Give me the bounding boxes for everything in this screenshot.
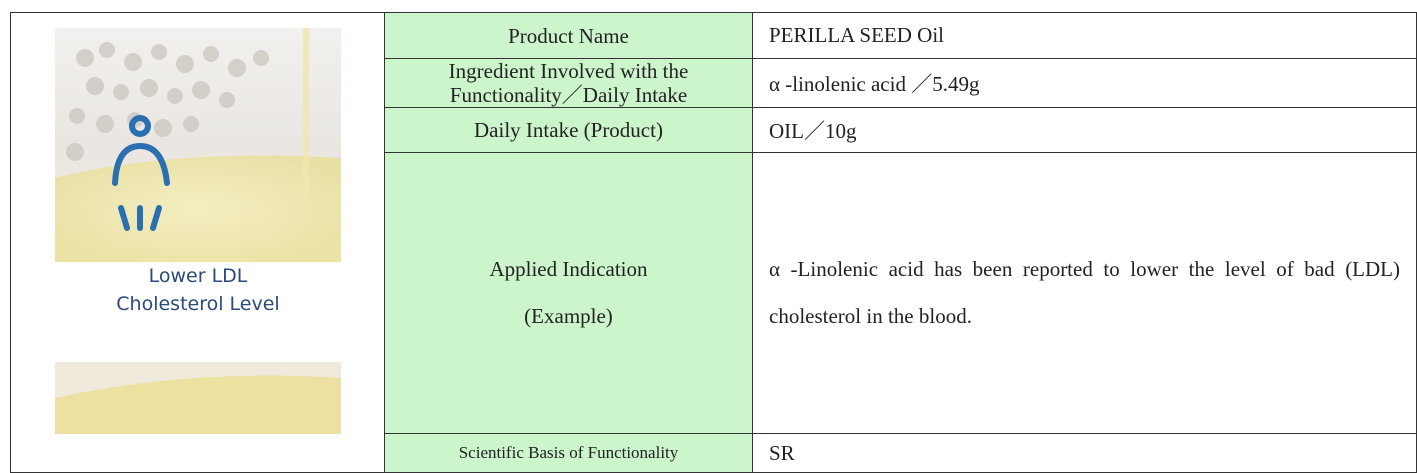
value-text: PERILLA SEED Oil: [769, 23, 945, 47]
row-value: α -Linolenic acid has been reported to l…: [752, 152, 1417, 434]
row-value: OIL／10g: [752, 107, 1417, 153]
header-text: Applied Indication: [489, 257, 648, 281]
header-text: Ingredient Involved with the Functionali…: [448, 59, 689, 107]
row-value: α -linolenic acid ／5.49g: [752, 58, 1417, 108]
product-image: [55, 28, 341, 434]
caption-line: Lower LDL: [148, 265, 248, 287]
value-text: OIL／10g: [769, 119, 857, 143]
row-header: Ingredient Involved with the Functionali…: [384, 58, 753, 108]
header-text: (Example): [524, 304, 613, 328]
row-header: Applied Indication (Example): [384, 152, 753, 434]
value-text: α -Linolenic acid has been reported to l…: [769, 257, 1400, 328]
value-text: SR: [769, 440, 795, 465]
header-text: Scientific Basis of Functionality: [458, 443, 679, 462]
header-text: Product Name: [508, 23, 629, 48]
header-text: Daily Intake (Product): [474, 118, 663, 142]
row-value: PERILLA SEED Oil: [752, 12, 1417, 59]
image-caption: Lower LDL Cholesterol Level: [55, 262, 341, 318]
value-text: α -linolenic acid ／5.49g: [769, 72, 980, 96]
row-header: Daily Intake (Product): [384, 107, 753, 153]
row-header: Scientific Basis of Functionality: [384, 433, 753, 473]
row-value: SR: [752, 433, 1417, 473]
row-header: Product Name: [384, 12, 753, 59]
caption-line: Cholesterol Level: [116, 293, 280, 315]
